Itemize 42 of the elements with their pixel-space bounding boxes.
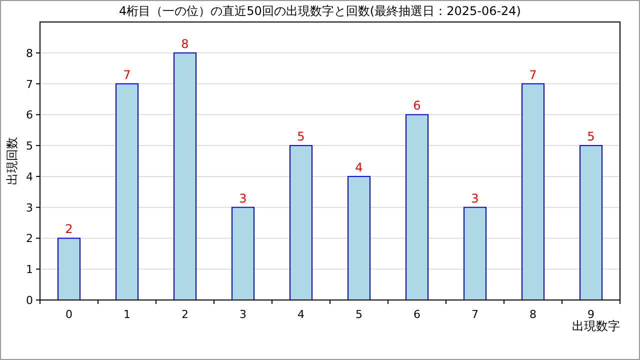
bar: [232, 206, 254, 300]
y-tick-label: 1: [26, 263, 33, 276]
bar: [116, 83, 138, 300]
x-tick-label: 8: [530, 308, 536, 321]
y-tick-label: 6: [26, 108, 33, 122]
bar: [580, 145, 602, 300]
bar: [290, 145, 312, 300]
bar: [464, 206, 486, 300]
y-tick-label: 2: [26, 232, 33, 246]
y-tick-label: 4: [26, 170, 33, 184]
x-axis-title: 出現数字: [572, 319, 620, 333]
x-tick-label: 7: [472, 308, 478, 321]
x-tick-label: 1: [124, 308, 130, 321]
y-tick-label: 3: [26, 201, 33, 214]
bar: [522, 83, 544, 300]
data-label: 2: [65, 222, 73, 236]
y-tick-label: 0: [26, 294, 33, 307]
x-tick-label: 9: [588, 308, 594, 321]
data-label: 3: [239, 191, 247, 206]
bar: [58, 238, 80, 300]
y-tick-label: 7: [26, 78, 33, 91]
bar: [348, 176, 370, 300]
y-axis-title: 出現回数: [5, 137, 19, 185]
x-tick-label: 5: [356, 308, 362, 321]
bar: [406, 114, 428, 300]
data-label: 3: [471, 191, 479, 206]
chart-title: 4桁目（一の位）の直近50回の出現数字と回数(最終抽選日：2025-06-24): [118, 4, 522, 18]
x-tick-label: 6: [414, 308, 420, 321]
x-tick-label: 4: [298, 308, 304, 321]
data-label: 4: [355, 160, 363, 174]
x-tick-label: 3: [240, 308, 246, 321]
y-tick-label: 5: [26, 140, 33, 153]
bar: [174, 52, 196, 300]
y-tick-label: 8: [26, 46, 33, 60]
data-label: 5: [587, 130, 595, 144]
x-tick-label: 0: [66, 308, 72, 321]
data-label: 7: [123, 68, 131, 82]
data-label: 5: [297, 130, 305, 144]
data-label: 7: [529, 68, 537, 82]
data-label: 8: [181, 36, 189, 51]
x-tick-label: 2: [182, 308, 188, 321]
data-label: 6: [413, 98, 421, 113]
